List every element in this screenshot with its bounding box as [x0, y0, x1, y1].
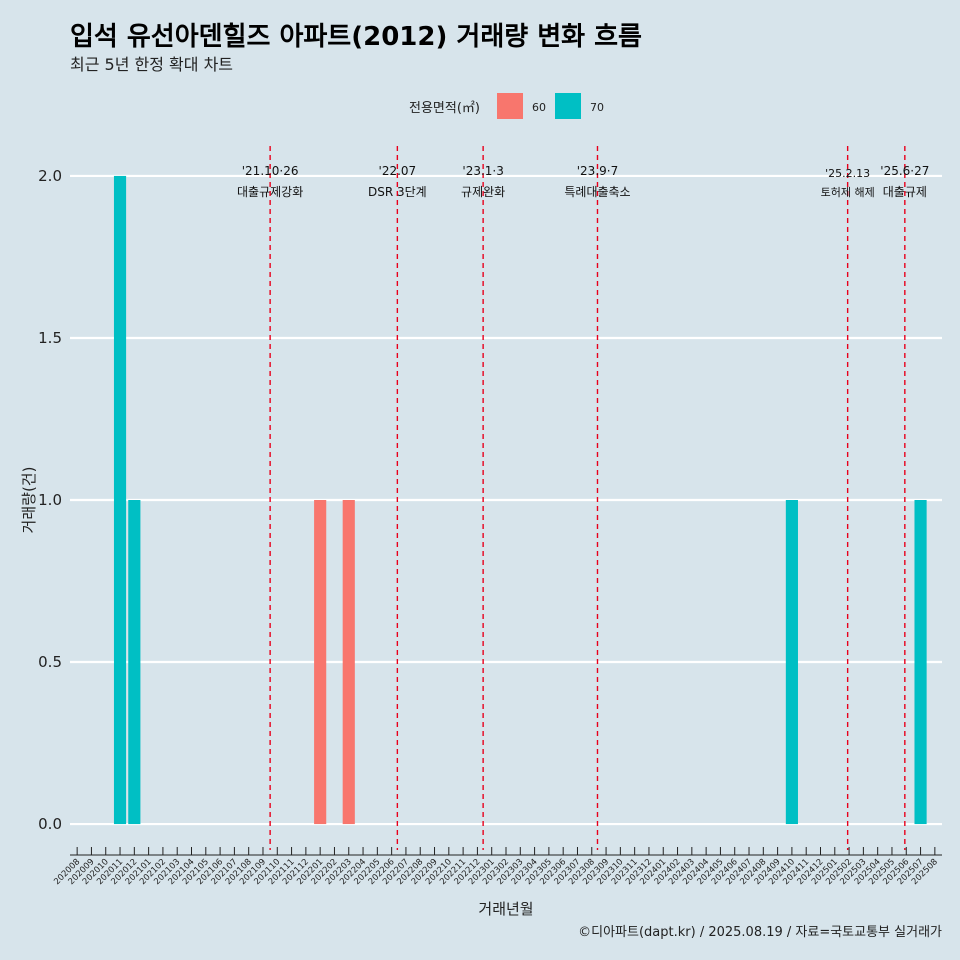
- event-lines: '21.10·26 대출규제강화 '22.07 DSR 3단계 '23.1·3 규제완화 '…: [237, 146, 929, 850]
- chart-title: 입석 유선아덴힐즈 아파트(2012) 거래량 변화 흐름: [70, 22, 642, 52]
- event-name-label: 토허제 해제: [821, 185, 875, 199]
- event-date-label: '25.2.13: [825, 167, 870, 180]
- y-tick-label: 1.5: [38, 329, 62, 347]
- event-date-label: '23.9·7: [577, 164, 618, 178]
- event-date-label: '25.6·27: [880, 164, 929, 178]
- event-name-label: 규제완화: [461, 185, 505, 199]
- event-name-label: 대출규제강화: [237, 185, 303, 199]
- bar: [342, 500, 355, 825]
- bar: [113, 175, 127, 825]
- legend-swatch: [497, 93, 523, 119]
- y-tick-label: 2.0: [38, 167, 62, 185]
- y-axis: 0.0 0.5 1.0 1.5 2.0: [38, 167, 62, 833]
- event-name-label: 특례대출축소: [564, 185, 630, 199]
- legend: 전용면적(㎡) 60 70: [409, 93, 604, 119]
- legend-title: 전용면적(㎡): [409, 101, 480, 116]
- y-tick-label: 1.0: [38, 491, 62, 509]
- y-tick-label: 0.0: [38, 815, 62, 833]
- event-date-label: '21.10·26: [242, 164, 299, 178]
- y-axis-label: 거래량(건): [20, 467, 38, 534]
- legend-label: 70: [590, 101, 604, 114]
- event-date-label: '22.07: [379, 164, 417, 178]
- bars: [113, 175, 927, 825]
- legend-label: 60: [532, 101, 546, 114]
- legend-swatch: [555, 93, 581, 119]
- grid-lines: [70, 174, 942, 826]
- x-axis-label: 거래년월: [478, 900, 533, 918]
- bar: [128, 500, 141, 825]
- event-name-label: DSR 3단계: [368, 185, 427, 199]
- chart-subtitle: 최근 5년 한정 확대 차트: [70, 55, 233, 74]
- event-date-label: '23.1·3: [462, 164, 503, 178]
- x-axis: 2020082020092020102020112020122021012021…: [52, 847, 942, 887]
- bar: [785, 500, 798, 825]
- bar: [914, 500, 927, 825]
- bar: [314, 500, 327, 825]
- caption: ©디아파트(dapt.kr) / 2025.08.19 / 자료=국토교통부 실…: [578, 925, 942, 940]
- y-tick-label: 0.5: [38, 653, 62, 671]
- event-name-label: 대출규제: [883, 185, 927, 199]
